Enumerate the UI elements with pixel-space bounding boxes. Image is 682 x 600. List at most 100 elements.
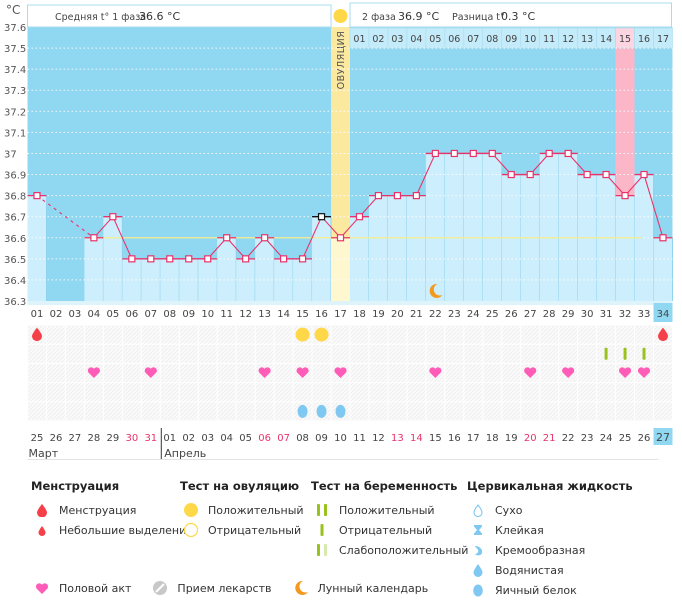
temperature-point[interactable] — [583, 170, 591, 179]
temperature-point[interactable] — [602, 170, 610, 179]
temperature-point[interactable] — [469, 149, 477, 158]
temperature-point[interactable] — [109, 213, 117, 221]
temperature-point[interactable] — [317, 213, 326, 221]
phase2-label: 2 фаза — [362, 12, 396, 23]
drop-large-icon — [31, 503, 53, 517]
temperature-bar — [463, 153, 483, 301]
y-tick-label: 37.5 — [4, 44, 26, 55]
temperature-point[interactable] — [90, 234, 98, 242]
legend-item: Менструация — [31, 500, 193, 520]
calendar-date-label: 26 — [638, 433, 651, 444]
temperature-point[interactable] — [393, 192, 402, 200]
temperature-point[interactable] — [450, 149, 458, 158]
marker-cell — [616, 402, 635, 421]
drop-small-icon — [31, 524, 53, 536]
marker-cell — [274, 383, 293, 402]
legend-item: Слабоположительный — [311, 540, 468, 560]
temperature-point[interactable] — [336, 234, 345, 242]
temperature-point[interactable] — [242, 255, 250, 263]
temperature-point[interactable] — [298, 255, 307, 263]
marker-cell — [350, 325, 369, 344]
marker-cell — [255, 325, 274, 344]
marker-cell — [464, 325, 483, 344]
temperature-point[interactable] — [659, 234, 667, 242]
temperature-bar — [27, 195, 47, 301]
phase2-day-label: 13 — [581, 34, 593, 45]
diff-value: 0.3 °C — [501, 10, 535, 23]
temperature-point[interactable] — [223, 234, 231, 242]
current-date-highlight — [653, 428, 673, 445]
cycle-day-label: 17 — [334, 309, 347, 320]
egg-white-icon — [316, 404, 327, 418]
temperature-point[interactable] — [640, 170, 648, 179]
y-unit-label: °C — [6, 3, 20, 17]
legend-item: Положительный — [311, 500, 468, 520]
marker-cell — [179, 363, 198, 383]
marker-cell — [464, 363, 483, 383]
temperature-point[interactable] — [355, 213, 364, 221]
temperature-point[interactable] — [564, 149, 572, 158]
temperature-point[interactable] — [374, 192, 383, 200]
phase1-header-box — [27, 4, 332, 28]
drop-outline-icon — [467, 503, 489, 517]
temperature-segment — [415, 153, 436, 196]
temperature-segment — [643, 174, 664, 238]
temperature-point[interactable] — [526, 170, 534, 179]
phase1-value: 36.6 °C — [139, 10, 180, 23]
temperature-point[interactable] — [33, 192, 41, 200]
marker-cell — [407, 344, 426, 363]
temperature-point[interactable] — [147, 255, 155, 263]
temperature-point[interactable] — [621, 192, 629, 200]
temperature-point[interactable] — [507, 170, 515, 179]
cycle-day-label: 24 — [467, 309, 480, 320]
marker-cell — [236, 325, 255, 344]
y-tick-label: 37.6 — [4, 23, 26, 34]
temperature-point[interactable] — [279, 255, 288, 263]
marker-cell — [46, 325, 65, 344]
temperature-point[interactable] — [261, 234, 269, 242]
marker-cell — [103, 344, 122, 363]
cycle-day-label: 01 — [31, 309, 44, 320]
cycle-day-label: 33 — [638, 309, 651, 320]
phase2-day-label: 03 — [391, 34, 403, 45]
marker-cell — [141, 402, 160, 421]
one-line-icon — [311, 523, 333, 537]
temperature-point[interactable] — [545, 149, 553, 158]
marker-cell — [179, 383, 198, 402]
temperature-point[interactable] — [488, 149, 496, 158]
phase2-day-label: 15 — [619, 34, 631, 45]
temperature-point[interactable] — [204, 255, 212, 263]
marker-cell — [122, 383, 141, 402]
cycle-day-label: 05 — [106, 309, 119, 320]
temperature-point[interactable] — [412, 192, 420, 200]
cycle-day-label: 19 — [372, 309, 385, 320]
marker-cell — [540, 363, 559, 383]
cycle-day-label: 08 — [163, 309, 176, 320]
marker-cell — [616, 383, 635, 402]
calendar-date-label: 02 — [182, 433, 195, 444]
temperature-point[interactable] — [166, 255, 174, 263]
phase2-header-box — [349, 2, 672, 28]
marker-cell — [274, 363, 293, 383]
marker-cell — [654, 383, 672, 402]
calendar-date-label: 24 — [600, 433, 613, 444]
marker-cell — [217, 363, 236, 383]
y-tick-label: 37.3 — [4, 86, 26, 97]
temperature-bar — [482, 153, 502, 301]
marker-cell — [179, 402, 198, 421]
current-day-highlight — [653, 303, 673, 322]
temperature-point[interactable] — [128, 255, 136, 263]
temperature-point[interactable] — [185, 255, 193, 263]
marker-cell — [198, 383, 217, 402]
heart-icon — [144, 367, 157, 378]
heart-icon — [618, 367, 632, 378]
temperature-point[interactable] — [431, 149, 439, 158]
temperature-bar — [539, 153, 559, 301]
marker-cell — [236, 383, 255, 402]
calendar-date-label: 10 — [334, 433, 347, 444]
cycle-day-label: 22 — [429, 309, 442, 320]
egg-white-icon — [335, 404, 346, 418]
marker-cell — [274, 344, 293, 363]
marker-cell — [65, 325, 84, 344]
